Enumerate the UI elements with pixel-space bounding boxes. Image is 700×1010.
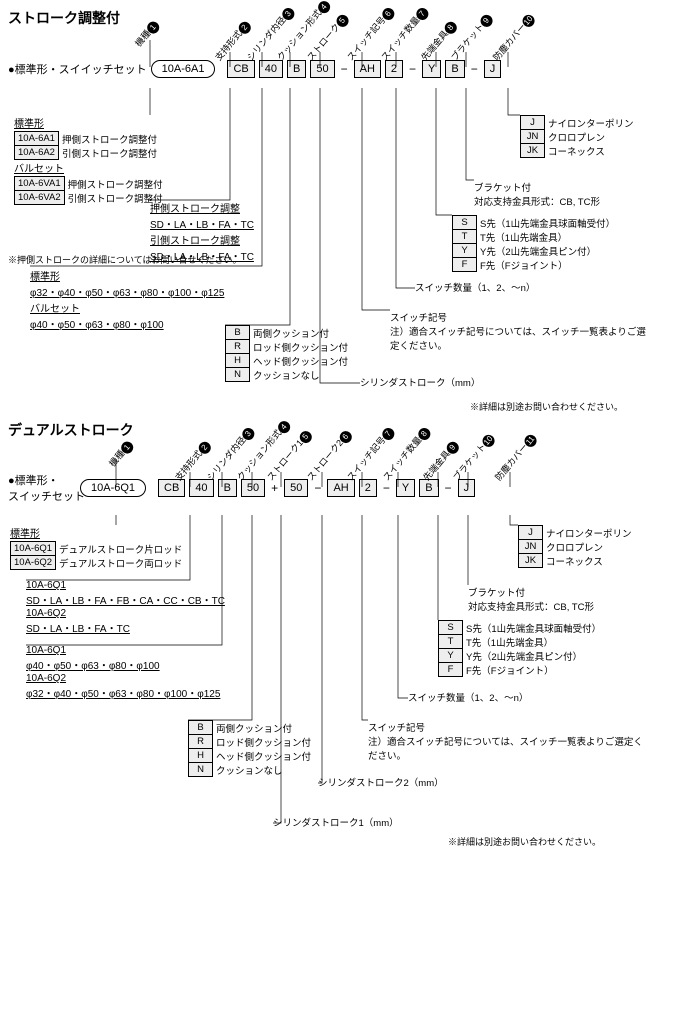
section-title: ストローク調整付 [8, 8, 692, 28]
code-row: ●標準形・スイイッチセット 10A-6A1 CB 40 B 50 − AH 2 … [8, 60, 692, 78]
note1: ※押側ストロークの詳細についてはお問い合せください。 [8, 253, 242, 266]
lead2: ●標準形・スイッチセット [8, 472, 76, 504]
model-code-2: 10A-6Q1 [80, 479, 146, 497]
model-table: 標準形 10A-6A1押側ストローク調整付 10A-6A2引側ストローク調整付 … [14, 115, 167, 205]
c2: CB [227, 60, 254, 78]
c6: AH [354, 60, 381, 78]
tip-2: SS先（1山先端金具球面軸受付） TT先（1山先端金具） YY先（2山先端金具ピ… [438, 620, 605, 677]
cover-table: Jナイロンターポリン JNクロロプレン JKコーネックス [520, 115, 638, 158]
foot-2: ※詳細は別途お問い合わせください。 [448, 835, 601, 848]
stroke-lbl: シリンダストローク（mm） [360, 375, 480, 389]
switch-sym-2: スイッチ記号注）適合スイッチ記号については、スイッチ一覧表よりご選定ください。 [368, 720, 648, 762]
bracket: ブラケット付対応支持金具形式：CB, TC形 [474, 180, 600, 208]
switch-sym: スイッチ記号注）適合スイッチ記号については、スイッチ一覧表よりご選定ください。 [390, 310, 650, 352]
cushion-table: B両側クッション付 Rロッド側クッション付 Hヘッド側クッション付 Nクッション… [225, 325, 352, 382]
stroke2: シリンダストローク2（mm） [318, 775, 444, 789]
bore-table: 標準形φ32・φ40・φ50・φ63・φ80・φ100・φ125 バルセットφ4… [30, 268, 224, 332]
lead: ●標準形・スイイッチセット [8, 61, 147, 77]
stroke1: シリンダストローク1（mm） [273, 815, 399, 829]
tip-table: SS先（1山先端金具球面軸受付） TT先（1山先端金具） YY先（2山先端金具ピ… [452, 215, 619, 272]
bore-2: 10A-6Q1φ40・φ50・φ63・φ80・φ100 10A-6Q2φ32・φ… [26, 645, 220, 701]
c9: B [445, 60, 464, 78]
c3: 40 [259, 60, 283, 78]
support-2: 10A-6Q1SD・LA・LB・FA・FB・CA・CC・CB・TC 10A-6Q… [26, 580, 225, 636]
cushion-2: B両側クッション付 Rロッド側クッション付 Hヘッド側クッション付 Nクッション… [188, 720, 315, 777]
foot1: ※詳細は別途お問い合わせください。 [470, 400, 623, 413]
switch-qty: スイッチ数量（1、2、〜n） [415, 280, 535, 294]
cover-2: Jナイロンターポリン JNクロロプレン JKコーネックス [518, 525, 636, 568]
c8: Y [422, 60, 441, 78]
bracket-2: ブラケット付対応支持金具形式：CB, TC形 [468, 585, 594, 613]
model-table-2: 標準形 10A-6Q1デュアルストローク片ロッド 10A-6Q2デュアルストロー… [10, 525, 186, 570]
switch-qty-2: スイッチ数量（1、2、〜n） [408, 690, 528, 704]
c4: B [287, 60, 306, 78]
model-code: 10A-6A1 [151, 60, 216, 78]
